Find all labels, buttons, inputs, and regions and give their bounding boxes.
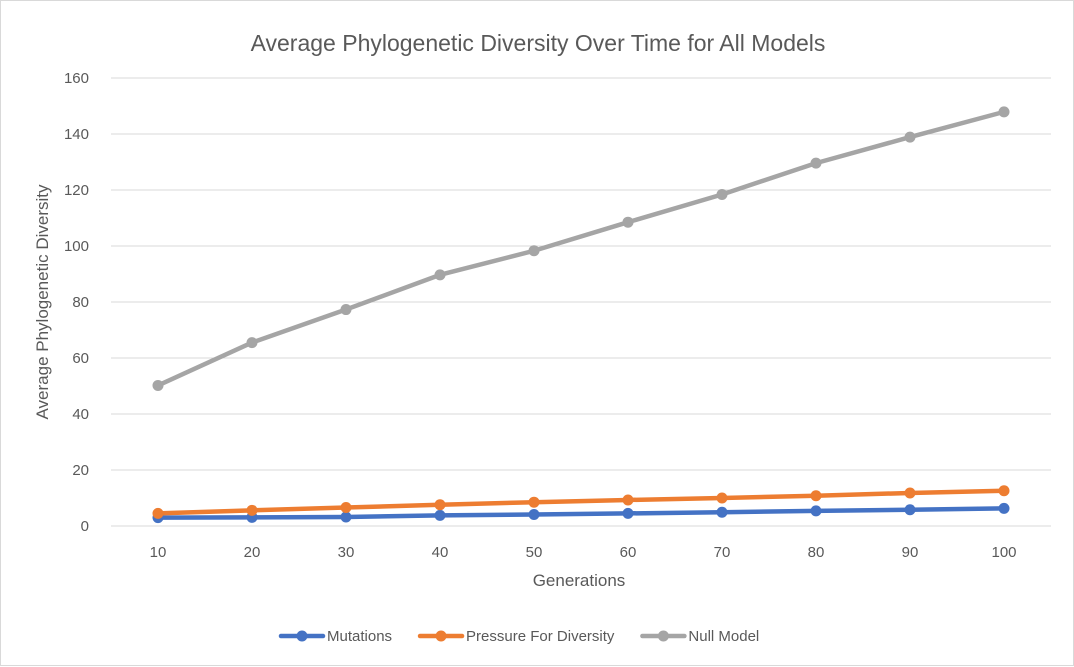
data-point — [528, 496, 540, 508]
data-point — [246, 504, 258, 516]
data-point — [998, 485, 1010, 497]
data-point — [716, 188, 728, 200]
legend-item: Mutations — [278, 628, 392, 645]
data-point — [434, 499, 446, 511]
x-tick-label: 30 — [338, 544, 355, 561]
y-axis-tick-labels: 0 20 40 60 80 100 120 140 160 — [64, 70, 89, 535]
data-point — [340, 502, 352, 514]
data-point — [152, 379, 164, 391]
legend-marker — [657, 630, 669, 642]
data-point — [622, 507, 634, 519]
data-point — [622, 494, 634, 506]
legend-item: Null Model — [640, 628, 759, 645]
x-tick-label: 70 — [714, 544, 731, 561]
x-tick-label: 80 — [808, 544, 825, 561]
y-tick-label: 60 — [72, 350, 89, 367]
y-tick-label: 20 — [72, 462, 89, 479]
series-line — [155, 109, 1007, 388]
y-tick-label: 80 — [72, 294, 89, 311]
x-tick-label: 20 — [244, 544, 261, 561]
y-tick-label: 40 — [72, 406, 89, 423]
gridlines — [111, 77, 1051, 527]
y-tick-label: 100 — [64, 238, 89, 255]
data-point — [998, 502, 1010, 514]
y-tick-label: 0 — [81, 518, 89, 535]
y-tick-label: 140 — [64, 126, 89, 143]
data-point — [716, 492, 728, 504]
series-pressure-for-diversity — [152, 485, 1010, 519]
x-axis-tick-labels: 10 20 30 40 50 60 70 80 90 100 — [150, 544, 1017, 561]
data-point — [810, 505, 822, 517]
legend-label: Pressure For Diversity — [466, 628, 615, 645]
series-line — [155, 506, 1007, 520]
data-point — [622, 216, 634, 228]
data-point — [246, 337, 258, 349]
data-point — [434, 509, 446, 521]
data-point — [904, 487, 916, 499]
x-axis-title: Generations — [533, 571, 626, 590]
legend-item: Pressure For Diversity — [417, 628, 615, 645]
x-tick-label: 100 — [991, 544, 1016, 561]
legend-label: Null Model — [688, 628, 759, 645]
x-tick-label: 10 — [150, 544, 167, 561]
data-point — [716, 506, 728, 518]
series-lines — [152, 106, 1010, 524]
y-axis-title: Average Phylogenetic Diversity — [33, 184, 52, 419]
data-point — [434, 269, 446, 281]
series-line — [155, 488, 1007, 516]
x-tick-label: 50 — [526, 544, 543, 561]
data-point — [340, 511, 352, 523]
chart-title: Average Phylogenetic Diversity Over Time… — [251, 30, 826, 56]
y-tick-label: 160 — [64, 70, 89, 87]
data-point — [528, 245, 540, 257]
x-tick-label: 90 — [902, 544, 919, 561]
data-point — [904, 504, 916, 516]
data-point — [904, 131, 916, 143]
data-point — [340, 304, 352, 316]
data-point — [810, 490, 822, 502]
series-mutations — [152, 502, 1010, 524]
x-tick-label: 60 — [620, 544, 637, 561]
legend-label: Mutations — [327, 628, 392, 645]
x-tick-label: 40 — [432, 544, 449, 561]
legend: Mutations Pressure For Diversity Null Mode… — [278, 628, 759, 645]
legend-marker — [296, 630, 308, 642]
data-point — [528, 509, 540, 521]
y-tick-label: 120 — [64, 182, 89, 199]
data-point — [998, 106, 1010, 118]
data-point — [152, 507, 164, 519]
legend-marker — [435, 630, 447, 642]
data-point — [810, 157, 822, 169]
series-null-model — [152, 106, 1010, 391]
